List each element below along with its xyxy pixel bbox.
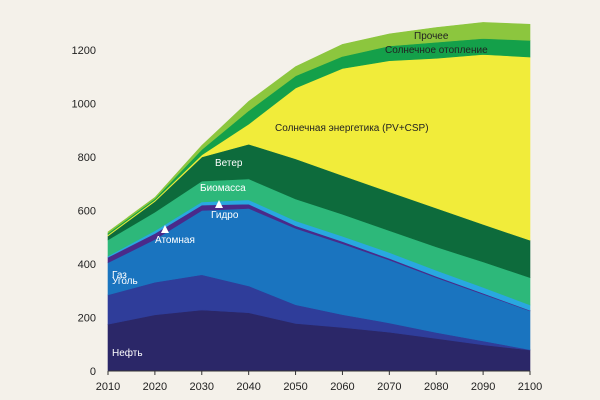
x-tick-label: 2090	[471, 381, 495, 393]
area-layer	[107, 22, 531, 372]
x-tick-label: 2080	[424, 381, 448, 393]
series-label-газ: Газ	[112, 270, 127, 281]
y-tick-label: 400	[78, 259, 96, 271]
area-9-прочее	[107, 22, 531, 234]
x-tick-label: 2070	[377, 381, 401, 393]
series-label-нефть: Нефть	[112, 347, 143, 359]
pointer-triangle-hydro	[215, 200, 223, 208]
pointer-triangle-nuclear	[161, 225, 169, 233]
x-tick-label: 2040	[236, 381, 260, 393]
series-label-ветер: Ветер	[215, 158, 243, 169]
y-tick-label: 200	[78, 313, 96, 325]
y-tick-label: 1200	[72, 45, 96, 57]
y-tick-label: 600	[78, 206, 96, 218]
x-tick-label: 2100	[518, 381, 542, 393]
series-label-уголь: Уголь	[112, 276, 138, 287]
y-tick-label: 0	[90, 366, 96, 378]
series-label-солнечная-энергетика-pv-csp: Солнечная энергетика (PV+CSP)	[275, 123, 429, 134]
x-tick-label: 2010	[96, 381, 120, 393]
series-label-прочее: Прочее	[414, 31, 449, 42]
x-tick-label: 2030	[190, 381, 214, 393]
x-tick-label: 2050	[283, 381, 307, 393]
series-label-атомная: Атомная	[155, 235, 195, 246]
series-label-гидро: Гидро	[211, 210, 239, 221]
series-label-солнечное-отопление: Солнечное отопление	[385, 45, 488, 56]
y-tick-label: 800	[78, 152, 96, 164]
axes-layer: 2010 2020 2030 2040 2050 2060 2070 2080 2090 2100…	[72, 45, 543, 393]
x-tick-label: 2020	[143, 381, 167, 393]
series-label-биомасса: Биомасса	[200, 183, 246, 194]
x-tick-label: 2060	[330, 381, 354, 393]
y-tick-label: 1000	[72, 99, 96, 111]
